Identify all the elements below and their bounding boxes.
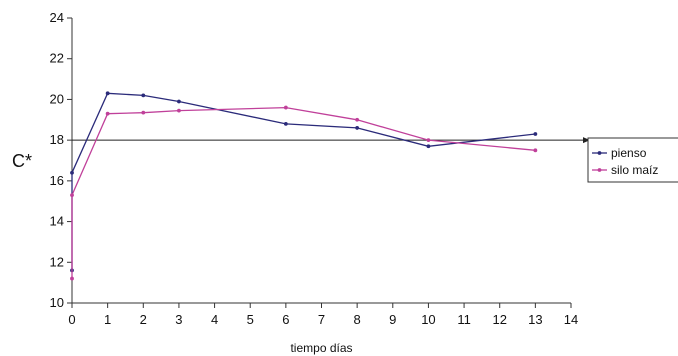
data-point — [283, 121, 288, 126]
x-tick-label: 14 — [564, 312, 578, 327]
x-tick-label: 1 — [104, 312, 111, 327]
x-tick-label: 2 — [140, 312, 147, 327]
x-tick-label: 5 — [247, 312, 254, 327]
reference-line-arrowhead — [583, 137, 590, 144]
y-tick-label: 22 — [50, 51, 64, 66]
y-ticks: 10 12 14 16 18 20 22 24 — [50, 10, 72, 310]
x-tick-label: 13 — [528, 312, 542, 327]
x-tick-label: 11 — [457, 312, 471, 327]
x-tick-label: 0 — [68, 312, 75, 327]
data-point — [177, 108, 181, 113]
legend: pienso silo maíz — [587, 137, 678, 183]
y-axis-label: C* — [12, 151, 32, 171]
legend-label-2: silo maíz — [611, 163, 658, 177]
data-point — [141, 110, 146, 115]
data-point — [426, 138, 431, 143]
data-point — [105, 91, 110, 96]
series-layer — [70, 91, 538, 281]
data-point — [426, 144, 431, 149]
data-point — [533, 148, 538, 153]
x-tick-label: 10 — [421, 312, 435, 327]
data-point — [355, 117, 360, 122]
data-point — [177, 99, 181, 104]
x-tick-label: 7 — [318, 312, 325, 327]
x-ticks: 0 1 2 3 4 5 6 7 8 9 10 11 12 13 14 — [68, 303, 578, 327]
x-tick-label: 4 — [211, 312, 218, 327]
data-point — [533, 132, 538, 136]
data-point — [70, 193, 74, 198]
y-tick-label: 10 — [50, 295, 64, 310]
data-point — [141, 93, 146, 98]
y-tick-label: 20 — [50, 91, 64, 106]
x-axis-label: tiempo días — [290, 341, 352, 355]
legend-box — [587, 137, 678, 183]
data-point — [70, 276, 74, 281]
x-tick-label: 12 — [492, 312, 506, 327]
x-tick-label: 3 — [175, 312, 182, 327]
data-point — [355, 126, 360, 130]
data-point — [105, 111, 110, 116]
data-point — [283, 105, 288, 110]
series-line-1 — [71, 92, 536, 271]
y-tick-label: 16 — [50, 173, 64, 188]
legend-label-1: pienso — [611, 146, 647, 160]
y-tick-label: 14 — [50, 214, 64, 229]
axes — [71, 18, 571, 304]
legend-marker-2 — [597, 168, 602, 172]
x-tick-label: 9 — [389, 312, 396, 327]
x-tick-label: 6 — [282, 312, 289, 327]
legend-marker-1 — [597, 151, 602, 155]
data-point — [70, 170, 74, 175]
y-tick-label: 12 — [50, 254, 64, 269]
reference-layer — [72, 137, 590, 144]
y-tick-label: 24 — [50, 10, 64, 25]
series-line-2 — [71, 106, 536, 279]
x-tick-label: 8 — [354, 312, 361, 327]
y-tick-label: 18 — [50, 132, 64, 147]
